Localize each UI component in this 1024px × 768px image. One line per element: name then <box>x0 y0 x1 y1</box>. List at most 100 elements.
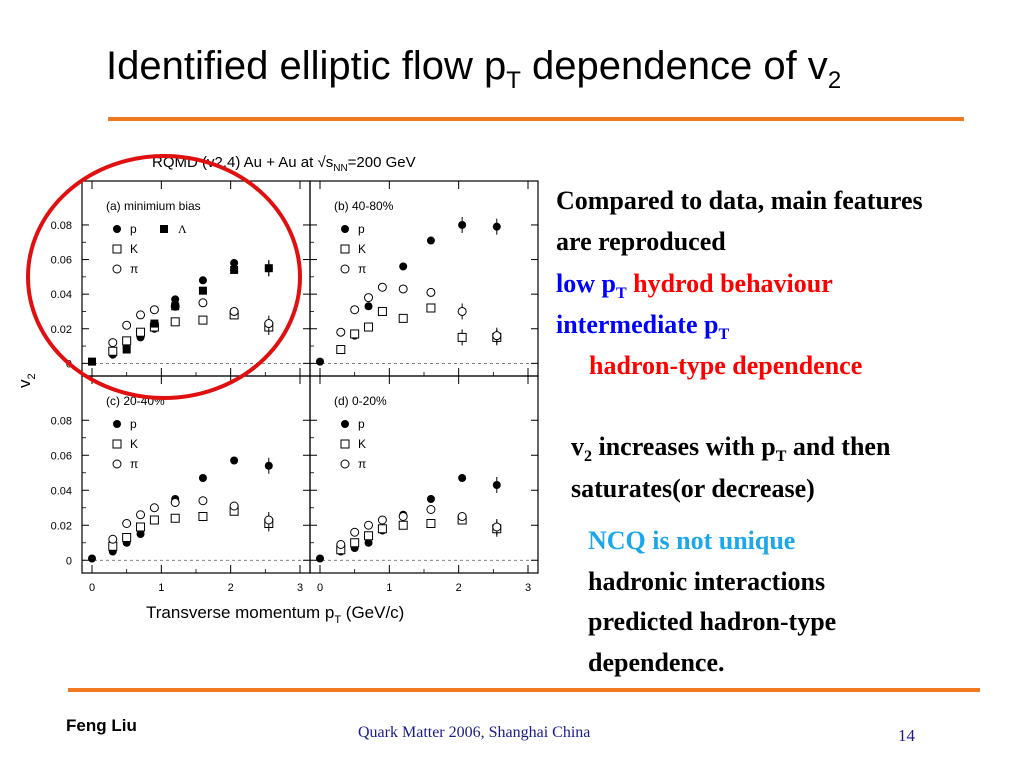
data-point <box>457 332 467 342</box>
data-point <box>364 531 374 541</box>
data-point <box>377 306 387 316</box>
data-point <box>230 265 239 274</box>
legend-label: π <box>130 457 138 471</box>
legend-marker <box>341 420 349 428</box>
legend-label: π <box>358 457 366 471</box>
data-point <box>198 276 207 285</box>
data-point <box>492 331 502 341</box>
data-point <box>426 236 435 245</box>
note-ncq: NCQ is not unique <box>588 526 796 555</box>
title-main: Identified elliptic flow p <box>106 44 507 88</box>
data-point <box>426 505 436 514</box>
y-tick-label: 0.02 <box>51 520 72 532</box>
data-point <box>88 554 96 563</box>
data-point <box>336 345 346 355</box>
y-axis-label: v2 <box>15 373 38 388</box>
legend-label: π <box>358 262 366 276</box>
data-point <box>108 338 118 348</box>
data-point <box>492 522 502 532</box>
highlight-circle <box>26 154 302 400</box>
data-point <box>364 322 374 332</box>
x-tick-label: 3 <box>525 582 531 594</box>
data-point <box>122 336 132 346</box>
legend-marker <box>112 439 122 449</box>
note-line2: are reproduced <box>556 227 726 256</box>
data-point <box>150 319 159 328</box>
y-tick-label: 0 <box>66 555 72 567</box>
legend-marker <box>112 264 122 274</box>
x-tick-label: 1 <box>158 582 164 594</box>
data-point <box>377 524 387 534</box>
data-point <box>398 284 408 294</box>
data-point <box>492 222 501 231</box>
legend-label: K <box>358 437 366 451</box>
legend-marker <box>340 459 350 469</box>
data-point <box>230 456 239 465</box>
data-point <box>198 315 208 325</box>
legend-marker <box>340 244 350 254</box>
data-point <box>377 515 387 525</box>
note-dependence: dependence. <box>588 648 725 677</box>
data-point <box>399 262 408 271</box>
legend-marker <box>112 459 122 469</box>
data-point <box>336 327 346 337</box>
note-line1: Compared to data, main features <box>556 186 923 215</box>
legend-marker <box>112 244 122 254</box>
note-low-pt: low pT hydrod behaviour <box>556 269 833 303</box>
data-point <box>136 327 146 337</box>
data-point <box>426 287 436 297</box>
data-point <box>316 554 324 563</box>
x-tick-label: 2 <box>456 582 462 594</box>
data-point <box>457 512 467 521</box>
data-point <box>350 538 360 548</box>
v2-figure: RQMD (v2.4) Au + Au at √sNN=200 GeV v2 T… <box>15 154 539 626</box>
panel-title: (a) minimium bias <box>106 199 201 213</box>
y-tick-label: 0.04 <box>51 289 72 301</box>
legend-label: π <box>130 262 138 276</box>
legend-marker <box>160 225 168 233</box>
data-point <box>136 310 146 320</box>
legend-label: Λ <box>178 222 187 236</box>
data-point <box>198 298 208 308</box>
data-point <box>170 513 180 523</box>
x-axis-label: Transverse momentum pT (GeV/c) <box>146 603 404 626</box>
data-point <box>198 512 208 521</box>
y-tick-label: 0.06 <box>51 450 72 462</box>
data-point <box>457 306 467 316</box>
y-tick-label: 0.04 <box>51 485 72 497</box>
data-point <box>198 474 207 482</box>
bottom-divider <box>68 688 980 692</box>
x-tick-label: 1 <box>386 582 392 594</box>
data-point <box>149 515 159 525</box>
data-point <box>122 533 132 542</box>
legend-label: K <box>130 437 138 451</box>
legend-label: p <box>130 222 137 236</box>
data-point <box>426 303 436 313</box>
data-point <box>149 503 159 513</box>
data-point <box>122 519 132 528</box>
data-point <box>170 317 180 327</box>
data-point <box>230 259 239 268</box>
legend-marker <box>340 264 350 274</box>
y-tick-label: 0.08 <box>51 220 72 232</box>
data-point <box>198 286 207 295</box>
data-point <box>350 527 360 537</box>
data-point <box>398 512 408 521</box>
data-point <box>350 329 360 339</box>
note-saturates: saturates(or decrease) <box>571 474 815 503</box>
data-point <box>229 501 239 511</box>
legend-label: K <box>130 242 138 256</box>
title-rest: dependence of v <box>520 44 828 88</box>
data-point <box>426 519 436 528</box>
data-point <box>364 520 374 530</box>
legend-marker <box>113 225 121 233</box>
data-point <box>316 357 324 366</box>
y-tick-label: 0.08 <box>51 415 72 427</box>
panel-b: (b) 40-80% pKπ <box>309 180 539 377</box>
slide-title: Identified elliptic flow pT dependence o… <box>106 44 841 95</box>
data-point <box>136 510 146 520</box>
data-point <box>108 534 118 544</box>
data-point <box>136 522 146 532</box>
legend-label: p <box>130 417 137 431</box>
footer-author: Feng Liu <box>66 716 137 735</box>
